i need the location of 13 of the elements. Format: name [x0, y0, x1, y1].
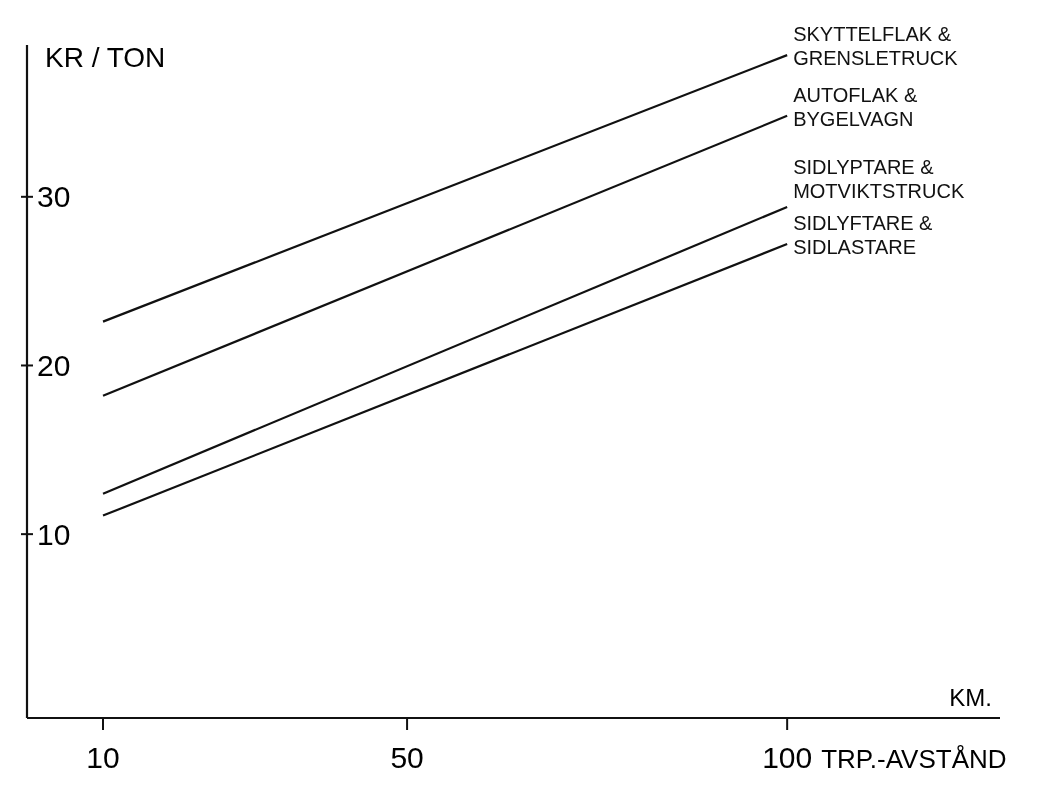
- x-tick-label: 50: [390, 741, 424, 774]
- x-tick-label: 100: [762, 741, 813, 774]
- series-label: AUTOFLAK & BYGELVAGN: [793, 83, 918, 130]
- y-tick-label: 20: [37, 348, 71, 382]
- y-axis-title: KR / TON: [45, 42, 166, 73]
- annotation: KM.: [949, 684, 992, 711]
- x-axis-title: TRP.-AVSTÅND: [821, 744, 1007, 774]
- y-tick-label: 10: [37, 517, 71, 551]
- y-tick-label: 30: [37, 180, 71, 214]
- series-label: SIDLYPTARE & MOTVIKTSTRUCK: [793, 156, 965, 203]
- x-tick-label: 10: [86, 741, 120, 774]
- series-label: SKYTTELFLAK & GRENSLETRUCK: [793, 23, 959, 70]
- series-label: SIDLYFTARE & SIDLASTARE: [793, 212, 934, 259]
